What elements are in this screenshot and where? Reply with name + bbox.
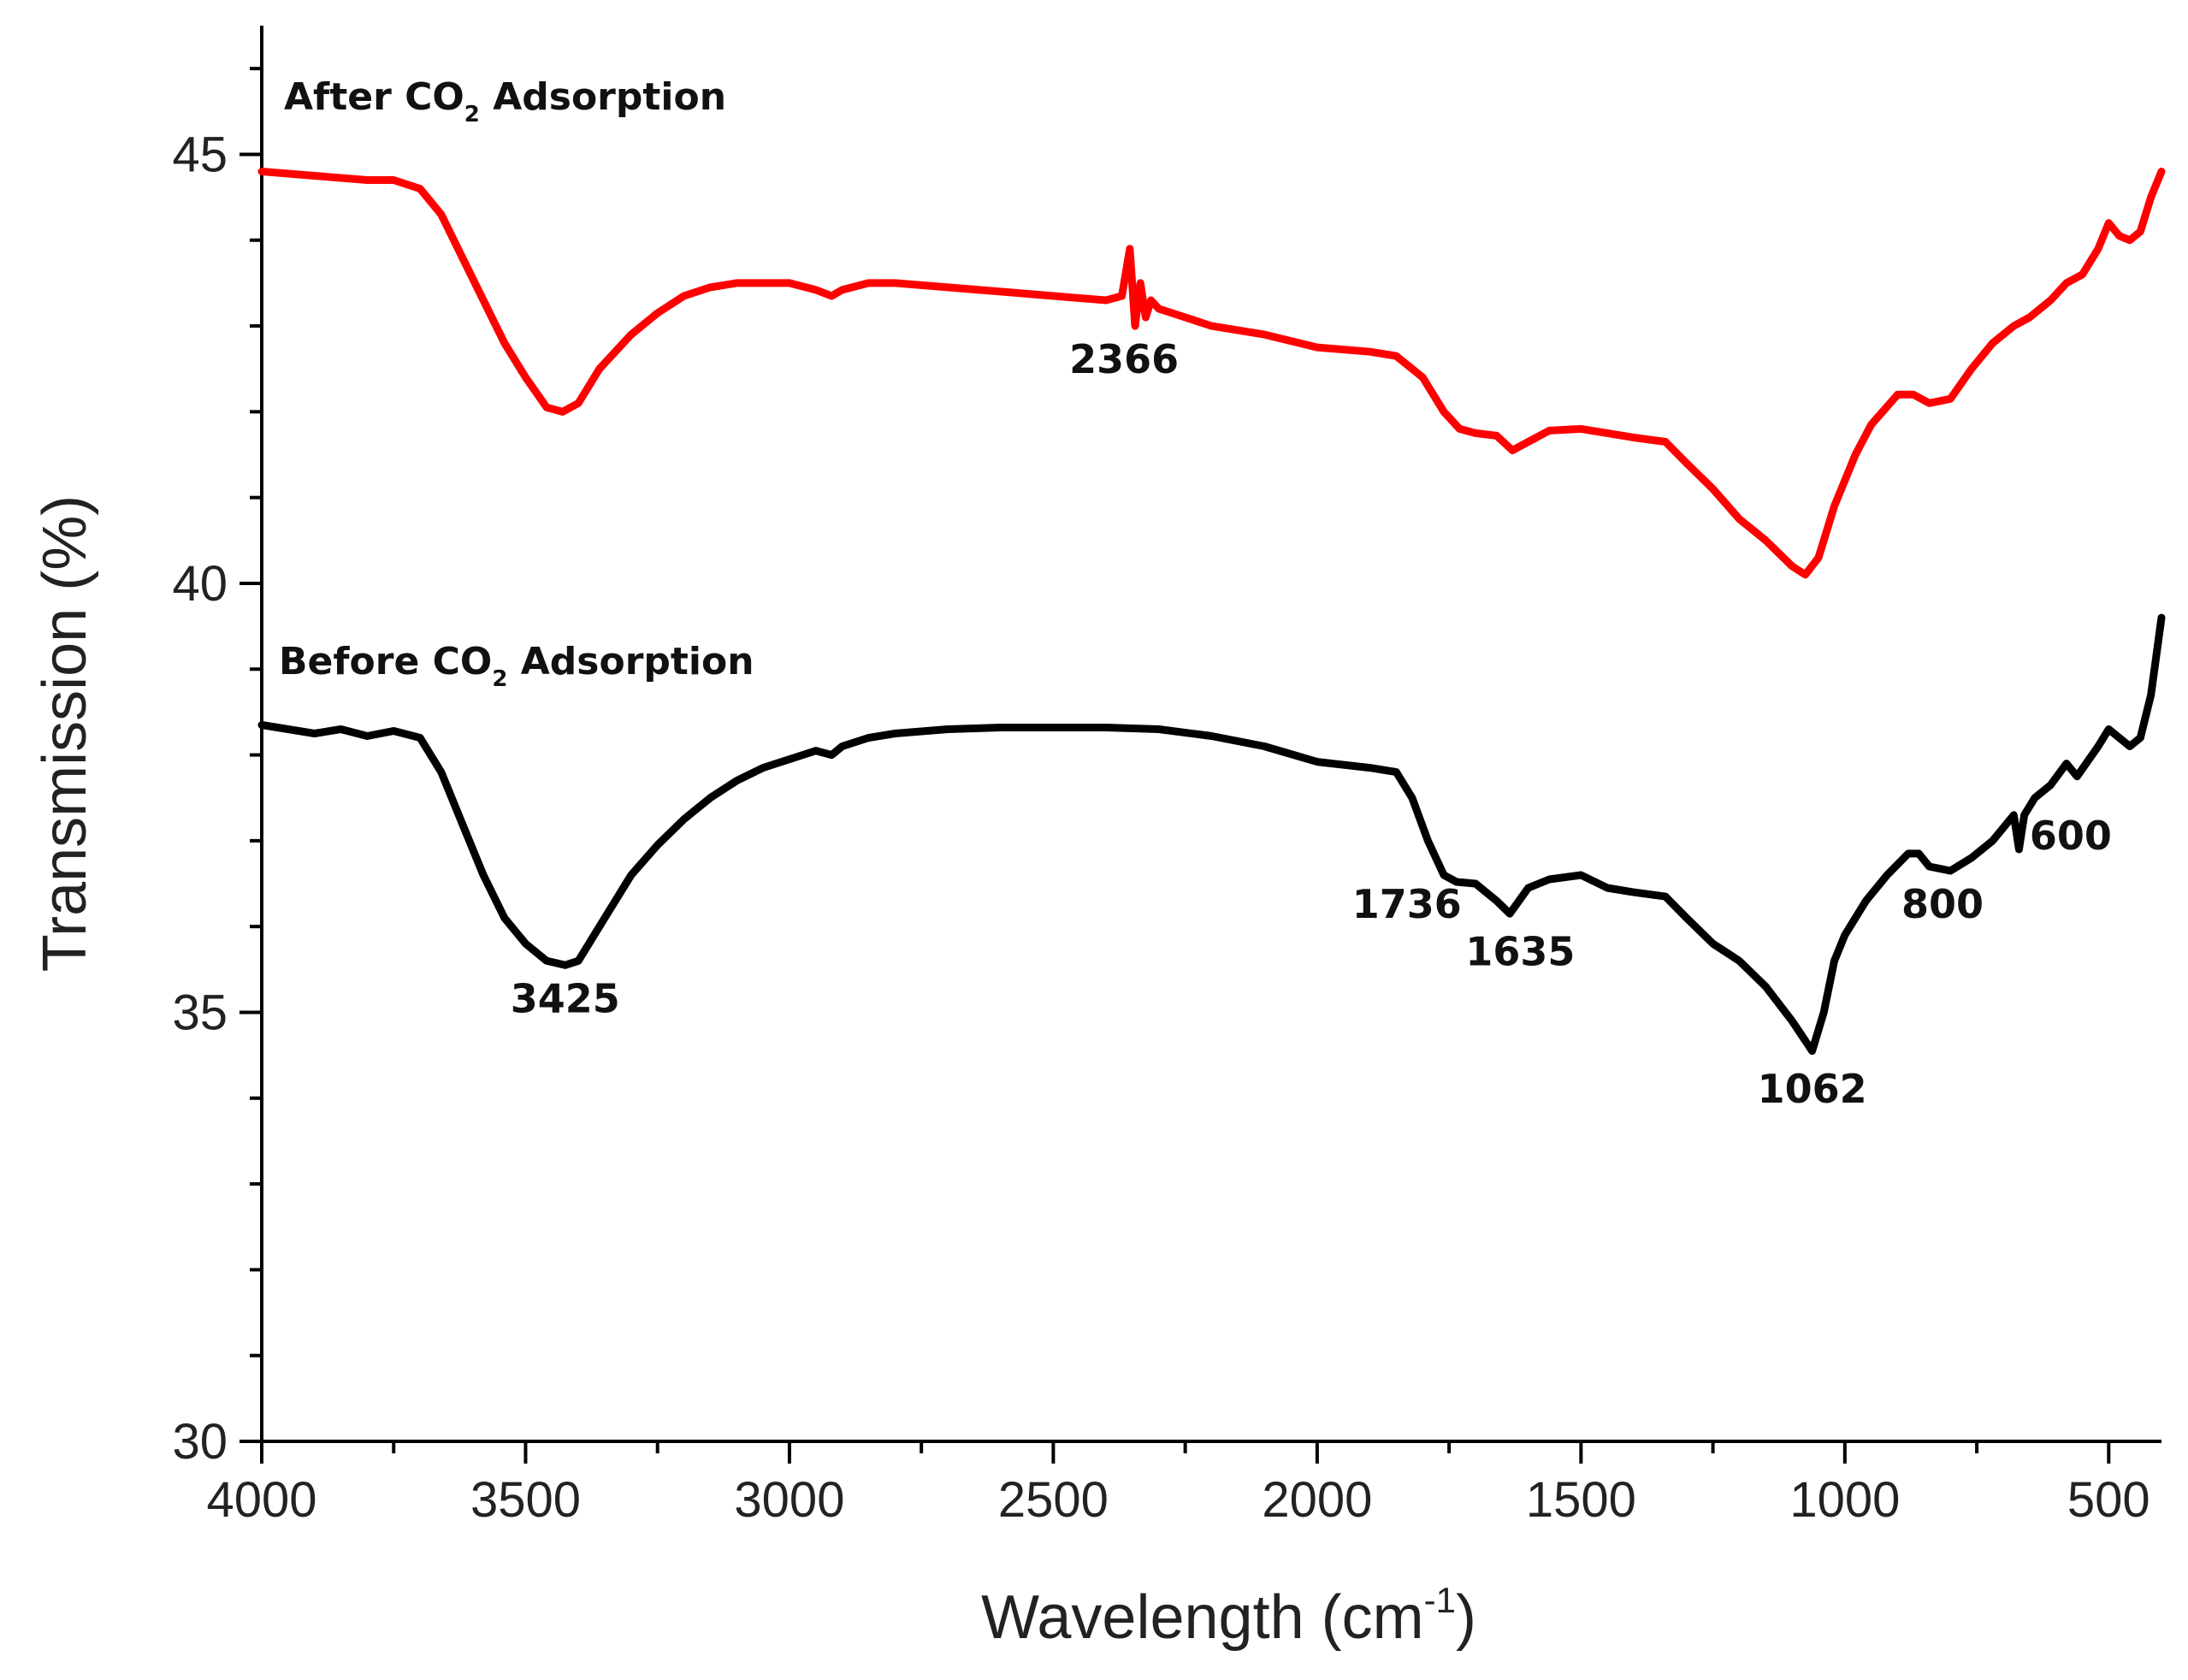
series-label-after: After CO2 Adsorption	[284, 75, 726, 127]
peak-label: 2366	[1069, 336, 1179, 382]
y-tick-label: 40	[172, 556, 228, 612]
peak-label: 600	[2030, 813, 2112, 859]
peak-label: 1635	[1465, 928, 1575, 974]
peak-label: 1062	[1758, 1066, 1867, 1112]
peak-label: 3425	[511, 975, 620, 1021]
x-tick-label: 2500	[998, 1472, 1109, 1528]
peak-label: 1736	[1352, 881, 1462, 927]
x-tick-label: 2000	[1262, 1472, 1372, 1528]
peak-label: 800	[1901, 881, 1984, 927]
series-line-after	[257, 168, 2166, 579]
y-tick-label: 30	[172, 1414, 228, 1470]
x-tick-label: 1000	[1789, 1472, 1900, 1528]
y-axis-title: Transmission (%)	[31, 495, 99, 972]
y-tick-label: 35	[172, 985, 228, 1040]
x-tick-label: 500	[2067, 1472, 2150, 1528]
series-label-before: Before CO2 Adsorption	[279, 640, 754, 692]
x-tick-label: 3000	[734, 1472, 844, 1528]
y-tick-label: 45	[172, 127, 228, 182]
x-tick-label: 4000	[206, 1472, 316, 1528]
x-tick-label: 3500	[470, 1472, 581, 1528]
x-tick-label: 1500	[1526, 1472, 1636, 1528]
x-axis-title: Wavelength (cm-1)	[981, 1580, 1476, 1652]
series-line-before	[257, 613, 2166, 1056]
